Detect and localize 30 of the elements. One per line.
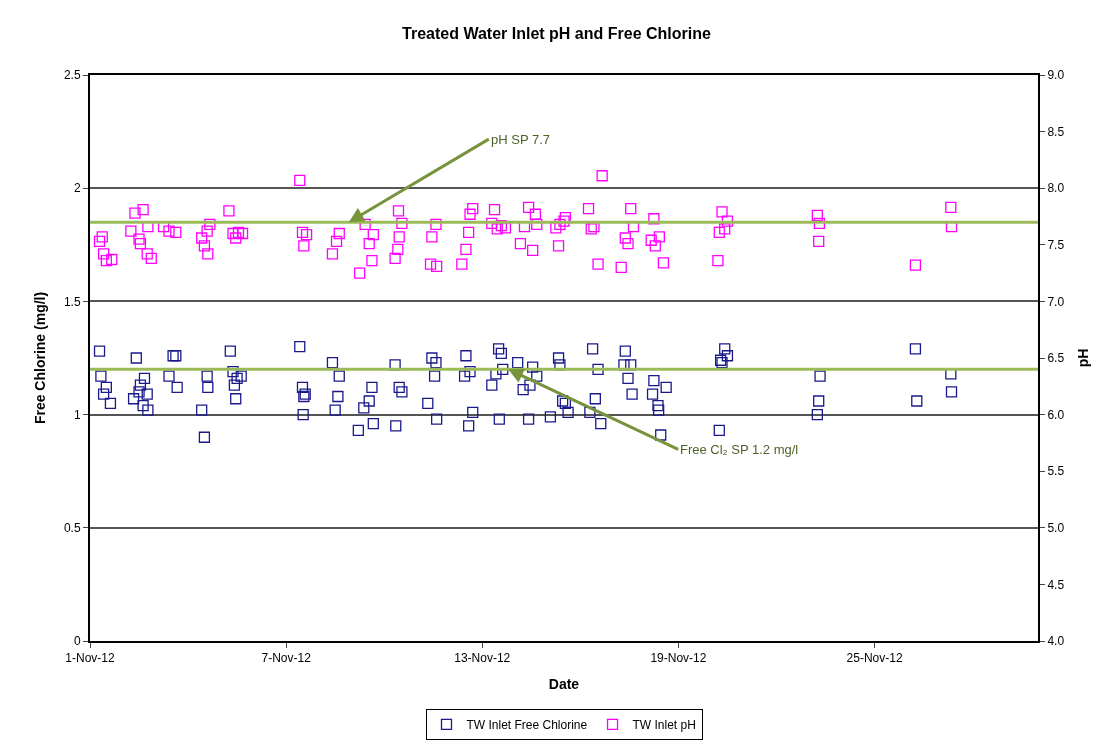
y2-tick-label: 6.0	[1047, 407, 1065, 422]
y-tick-label: 0	[73, 634, 81, 649]
y2-tick-label: 8.0	[1047, 181, 1065, 196]
y-tick-label: 1.5	[63, 294, 81, 309]
annotation: Free Cl₂ SP 1.2 mg/l	[680, 442, 799, 457]
annotation: pH SP 7.7	[491, 132, 551, 147]
y2-tick-label: 7.5	[1047, 238, 1065, 252]
x-tick-label: 25-Nov-12	[846, 651, 903, 666]
legend-label: TW Inlet Free Chlorine	[466, 718, 588, 733]
y-tick-label: 2	[73, 181, 81, 196]
x-tick-label: 19-Nov-12	[650, 651, 707, 666]
y-tick-label: 1	[73, 407, 81, 422]
y2-tick-label: 5.0	[1047, 521, 1065, 535]
chart-title: Treated Water Inlet pH and Free Chlorine	[402, 25, 711, 43]
y2-tick-label: 6.5	[1047, 351, 1065, 366]
y2-axis-title: pH	[1075, 348, 1092, 368]
y2-tick-label: 7.0	[1047, 294, 1065, 309]
y2-tick-label: 8.5	[1047, 124, 1065, 139]
legend-label: TW Inlet pH	[632, 718, 696, 733]
x-tick-label: 7-Nov-12	[261, 651, 312, 666]
y2-tick-label: 4.0	[1047, 634, 1065, 649]
y-tick-label: 0.5	[63, 521, 81, 535]
x-axis-title: Date	[548, 676, 580, 693]
x-tick-label: 13-Nov-12	[454, 651, 511, 666]
y2-tick-label: 4.5	[1047, 577, 1065, 592]
y2-tick-label: 5.5	[1047, 464, 1065, 479]
y-axis-title: Free Chlorine (mg/l)	[32, 291, 49, 425]
x-tick-label: 1-Nov-12	[65, 651, 115, 666]
y2-tick-label: 9.0	[1047, 68, 1065, 83]
y-tick-label: 2.5	[63, 68, 81, 83]
